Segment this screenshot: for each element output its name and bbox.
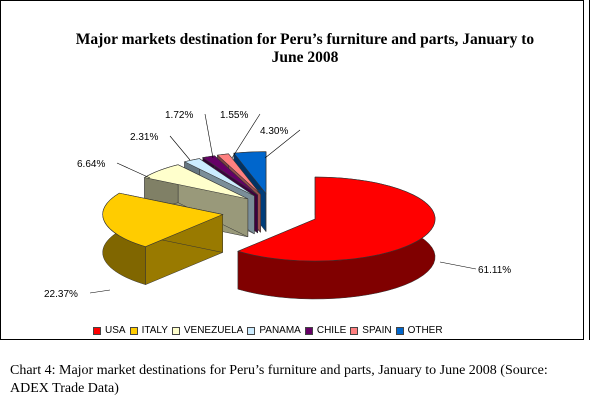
data-label-chile: 1.72% [165, 110, 193, 121]
leader-line-spain [231, 113, 261, 159]
data-label-spain: 1.55% [220, 110, 248, 121]
leader-line-venezuela [116, 162, 151, 179]
legend-item-italy: ITALY [129, 325, 168, 336]
leader-line-italy [89, 289, 111, 294]
data-label-italy: 22.37% [44, 289, 78, 300]
legend-label-spain: SPAIN [362, 325, 392, 336]
legend-item-panama: PANAMA [247, 325, 301, 336]
leader-line-chile [204, 113, 214, 159]
page-edge-rule [589, 0, 590, 340]
legend-label-chile: CHILE [316, 325, 347, 336]
legend-label-italy: ITALY [141, 325, 168, 336]
legend-item-usa: USA [93, 325, 126, 336]
legend-swatch-chile [304, 326, 313, 335]
leader-line-other [264, 129, 301, 159]
leader-line-usa [439, 261, 477, 270]
leader-line-panama [169, 135, 191, 161]
legend-swatch-other [395, 326, 404, 335]
pie-slice-panama [183, 158, 255, 197]
legend-swatch-panama [247, 326, 256, 335]
chart-title: Major markets destination for Peru’s fur… [75, 31, 535, 66]
figure-caption: Chart 4: Major market destinations for P… [10, 363, 548, 396]
pie-slice-other [233, 151, 267, 195]
legend-label-panama: PANAMA [259, 325, 301, 336]
legend-swatch-italy [129, 326, 138, 335]
pie-slice-venezuela [143, 164, 249, 200]
legend-label-venezuela: VENEZUELA [183, 325, 244, 336]
legend-swatch-spain [350, 326, 359, 335]
legend-label-other: OTHER [407, 325, 443, 336]
legend-item-venezuela: VENEZUELA [171, 325, 244, 336]
legend-swatch-venezuela [171, 326, 180, 335]
legend-swatch-usa [93, 326, 101, 335]
pie-chart: 61.11% 22.37% 6.64% 2.31% 1.72% 1.55% 4.30% [44, 110, 511, 300]
legend-item-other: OTHER [395, 325, 443, 336]
data-label-usa: 61.11% [478, 265, 511, 276]
legend-label-usa: USA [105, 325, 126, 336]
legend-item-spain: SPAIN [350, 325, 392, 336]
pie-slice-italy [102, 192, 224, 247]
chart-legend: USA ITALY VENEZUELA PANAMA CHILE SPAIN OTHER [93, 325, 447, 336]
data-label-venezuela: 6.64% [77, 159, 105, 170]
data-label-other: 4.30% [260, 126, 288, 137]
legend-item-chile: CHILE [304, 325, 347, 336]
chart-frame [0, 0, 584, 340]
pie-slice-chile [201, 155, 258, 196]
pie-slice-usa [237, 176, 436, 262]
pie-slice-spain [216, 153, 261, 195]
data-label-panama: 2.31% [130, 132, 158, 143]
